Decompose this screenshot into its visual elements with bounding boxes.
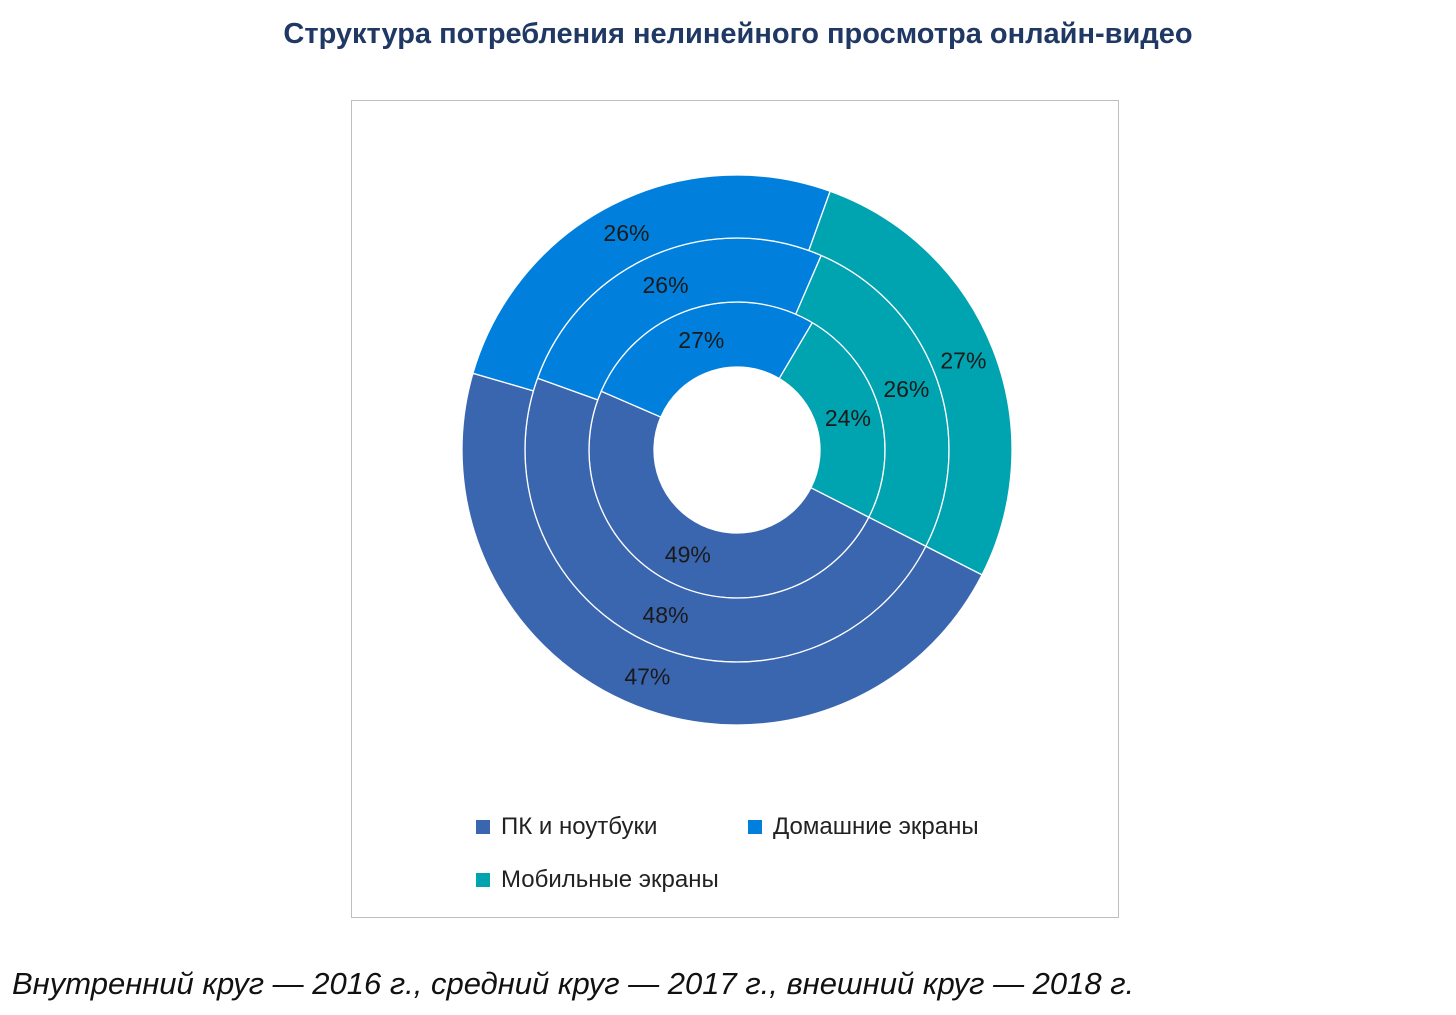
data-label-2016-0: 49%: [665, 542, 711, 568]
segment-2018-2: [807, 190, 1013, 576]
data-label-2016-1: 27%: [678, 327, 724, 353]
doughnut-chart: 49% 27% 24% 48% 26% 26% 47% 26% 27%: [461, 174, 1013, 726]
chart-area: 49% 27% 24% 48% 26% 26% 47% 26% 27% ПК и ноутбук…: [351, 100, 1119, 918]
legend-item-home: Домашние экраны: [748, 813, 979, 841]
legend-label: ПК и ноутбуки: [501, 813, 658, 840]
data-label-2017-2: 26%: [883, 376, 929, 402]
legend-item-pc: ПК и ноутбуки: [476, 813, 657, 841]
data-label-2018-2: 27%: [940, 347, 986, 373]
legend-label: Мобильные экраны: [501, 866, 719, 893]
data-label-2018-1: 26%: [603, 220, 649, 246]
data-label-2017-1: 26%: [642, 272, 688, 298]
segment-2018-0: [461, 372, 983, 726]
chart-title: Структура потребления нелинейного просмо…: [283, 18, 1193, 50]
data-label-2018-0: 47%: [624, 663, 670, 689]
legend-swatch-home: [748, 820, 762, 834]
data-label-2016-2: 24%: [825, 405, 871, 431]
data-label-2017-0: 48%: [642, 602, 688, 628]
legend-swatch-pc: [476, 820, 490, 834]
legend-swatch-mobile: [476, 873, 490, 887]
caption: Внутренний круг — 2016 г., средний круг …: [12, 966, 1135, 1001]
legend-item-mobile: Мобильные экраны: [476, 866, 719, 894]
legend-label: Домашние экраны: [773, 813, 979, 840]
